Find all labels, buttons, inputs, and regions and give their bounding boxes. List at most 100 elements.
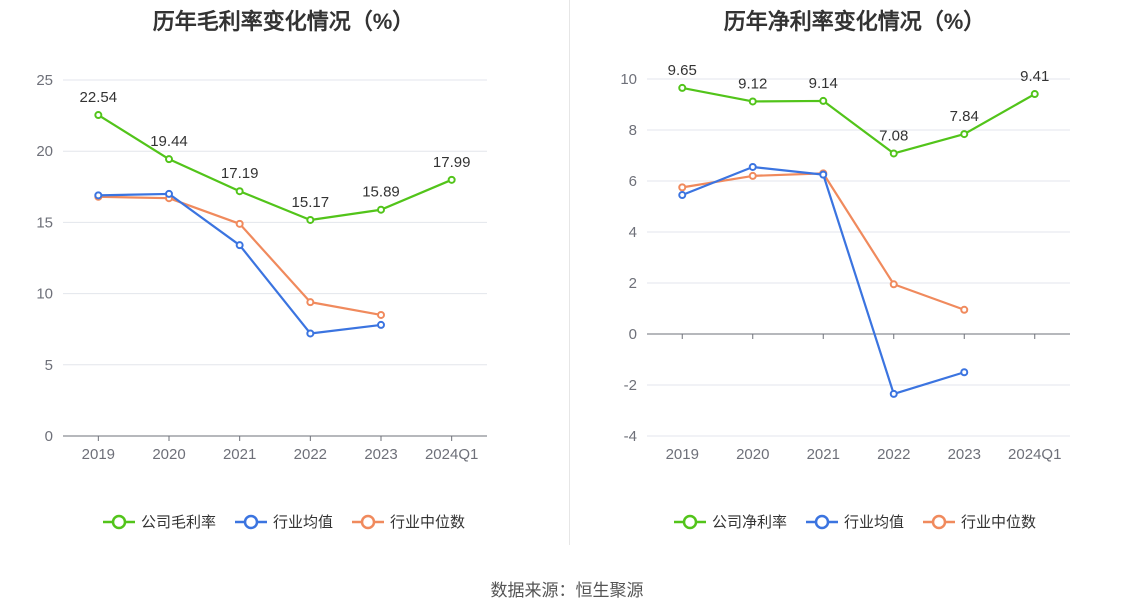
data-point — [960, 368, 969, 377]
data-point — [889, 389, 898, 398]
legend-line-icon — [805, 514, 838, 529]
series-line — [681, 165, 965, 396]
legend-item[interactable]: 行业中位数 — [922, 511, 1036, 532]
y-tick-label: 15 — [36, 214, 53, 231]
legend-marker — [360, 514, 376, 529]
data-point — [235, 241, 244, 250]
data-label: 15.89 — [362, 184, 400, 201]
data-point — [748, 162, 757, 171]
data-point — [678, 183, 687, 192]
data-point — [377, 320, 385, 329]
data-point — [960, 130, 969, 139]
x-tick-label: 2020 — [736, 446, 769, 463]
y-tick-label: -4 — [624, 428, 637, 445]
series-line — [97, 114, 453, 222]
data-label: 9.65 — [668, 62, 697, 79]
x-tick-label: 2019 — [82, 446, 115, 463]
y-tick-label: 0 — [45, 428, 53, 445]
data-label: 7.84 — [950, 108, 979, 125]
x-tick-label: 2024Q1 — [1008, 446, 1061, 463]
data-point — [889, 280, 898, 289]
x-tick-label: 2023 — [364, 446, 397, 463]
x-tick-label: 2021 — [807, 446, 840, 463]
x-tick-label: 2020 — [152, 446, 185, 463]
data-label: 7.08 — [879, 127, 908, 144]
data-point — [447, 175, 456, 184]
data-point — [306, 329, 315, 338]
data-point — [165, 155, 173, 164]
legend-line-icon — [234, 514, 267, 529]
legend-item[interactable]: 公司毛利率 — [102, 511, 216, 532]
chart-title: 历年毛利率变化情况（%） — [152, 9, 415, 34]
x-tick-label: 2022 — [294, 446, 327, 463]
data-point — [94, 111, 103, 120]
legend-item[interactable]: 行业均值 — [805, 511, 904, 532]
data-point — [306, 215, 315, 224]
data-label: 19.44 — [150, 133, 188, 150]
y-tick-label: 6 — [629, 173, 637, 190]
data-label: 9.12 — [738, 75, 767, 92]
legend-item[interactable]: 行业均值 — [234, 511, 333, 532]
y-tick-label: 20 — [36, 143, 53, 160]
data-label: 22.54 — [80, 89, 118, 106]
series-line — [682, 86, 1036, 155]
data-point — [235, 187, 244, 196]
x-tick-label: 2024Q1 — [425, 446, 478, 463]
legend-marker — [814, 514, 830, 529]
data-source: 数据来源：恒生聚源 — [490, 581, 644, 600]
data-point — [819, 96, 828, 105]
data-label: 9.41 — [1020, 68, 1049, 85]
y-tick-label: -2 — [624, 377, 637, 394]
data-point — [748, 97, 757, 106]
data-point — [678, 83, 687, 92]
legend-label: 行业中位数 — [961, 514, 1037, 531]
data-point — [748, 171, 757, 180]
data-point — [819, 170, 828, 179]
y-tick-label: 25 — [36, 72, 53, 89]
series-line — [682, 172, 965, 311]
data-label: 17.99 — [433, 154, 471, 171]
data-point — [678, 191, 687, 200]
legend-line-icon — [102, 514, 135, 529]
series-line — [98, 195, 382, 317]
x-tick-label: 2019 — [666, 446, 699, 463]
x-tick-label: 2023 — [948, 446, 981, 463]
y-tick-label: 0 — [629, 326, 637, 343]
legend-label: 行业均值 — [272, 514, 333, 531]
x-tick-label: 2021 — [223, 446, 256, 463]
legend-label: 公司净利率 — [711, 514, 787, 531]
data-point — [235, 219, 244, 228]
gross-margin-chart: 历年毛利率变化情况（%） 0 5 10 15 20 25 2019 2020 2021 2022 2… — [0, 0, 567, 545]
legend-label: 公司毛利率 — [140, 514, 216, 531]
x-tick-label: 2022 — [877, 446, 910, 463]
data-label: 9.14 — [809, 75, 838, 92]
panel-divider — [569, 0, 570, 545]
data-label: 15.17 — [292, 194, 330, 211]
data-point — [889, 149, 898, 158]
data-point — [94, 191, 103, 200]
y-tick-label: 10 — [620, 71, 637, 88]
data-point — [377, 310, 385, 319]
y-tick-label: 4 — [629, 224, 637, 241]
data-point — [1030, 90, 1039, 99]
legend-marker — [243, 514, 259, 529]
gross-margin-plot: 0 5 10 15 20 25 2019 2020 2021 2022 2023 2024Q1 22.5… — [36, 72, 487, 463]
data-point — [306, 298, 315, 307]
y-tick-label: 5 — [45, 357, 53, 374]
data-label: 17.19 — [221, 165, 259, 182]
legend-marker — [931, 514, 947, 529]
data-point — [165, 189, 173, 198]
legend-item[interactable]: 行业中位数 — [351, 511, 465, 532]
legend-marker — [111, 514, 127, 529]
y-tick-label: 8 — [629, 122, 637, 139]
legend: 公司毛利率 行业均值 行业中位数 — [0, 511, 567, 532]
data-point — [377, 205, 385, 214]
legend: 公司净利率 行业均值 行业中位数 — [575, 511, 1134, 532]
net-margin-chart: 历年净利率变化情况（%） -4 -2 0 2 4 6 8 10 2019 2020 2021 2022… — [575, 0, 1134, 545]
net-margin-plot: -4 -2 0 2 4 6 8 10 2019 2020 2021 2022 2023 2024Q1 9.6… — [620, 62, 1070, 463]
legend-item[interactable]: 公司净利率 — [673, 511, 787, 532]
legend-line-icon — [923, 514, 955, 529]
y-tick-label: 10 — [36, 286, 53, 303]
legend-line-icon — [673, 514, 706, 529]
data-point — [960, 305, 969, 314]
